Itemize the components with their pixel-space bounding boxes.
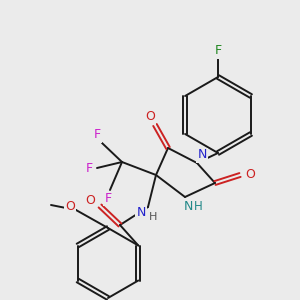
Text: N: N [136,206,146,218]
Text: F: F [104,191,112,205]
Text: F: F [85,161,93,175]
Text: F: F [214,44,222,58]
Text: H: H [149,212,157,222]
Text: F: F [93,128,100,142]
Text: O: O [85,194,95,206]
Text: H: H [194,200,202,214]
Text: O: O [145,110,155,124]
Text: N: N [183,200,193,214]
Text: O: O [65,200,75,212]
Text: N: N [197,148,207,161]
Text: O: O [245,169,255,182]
